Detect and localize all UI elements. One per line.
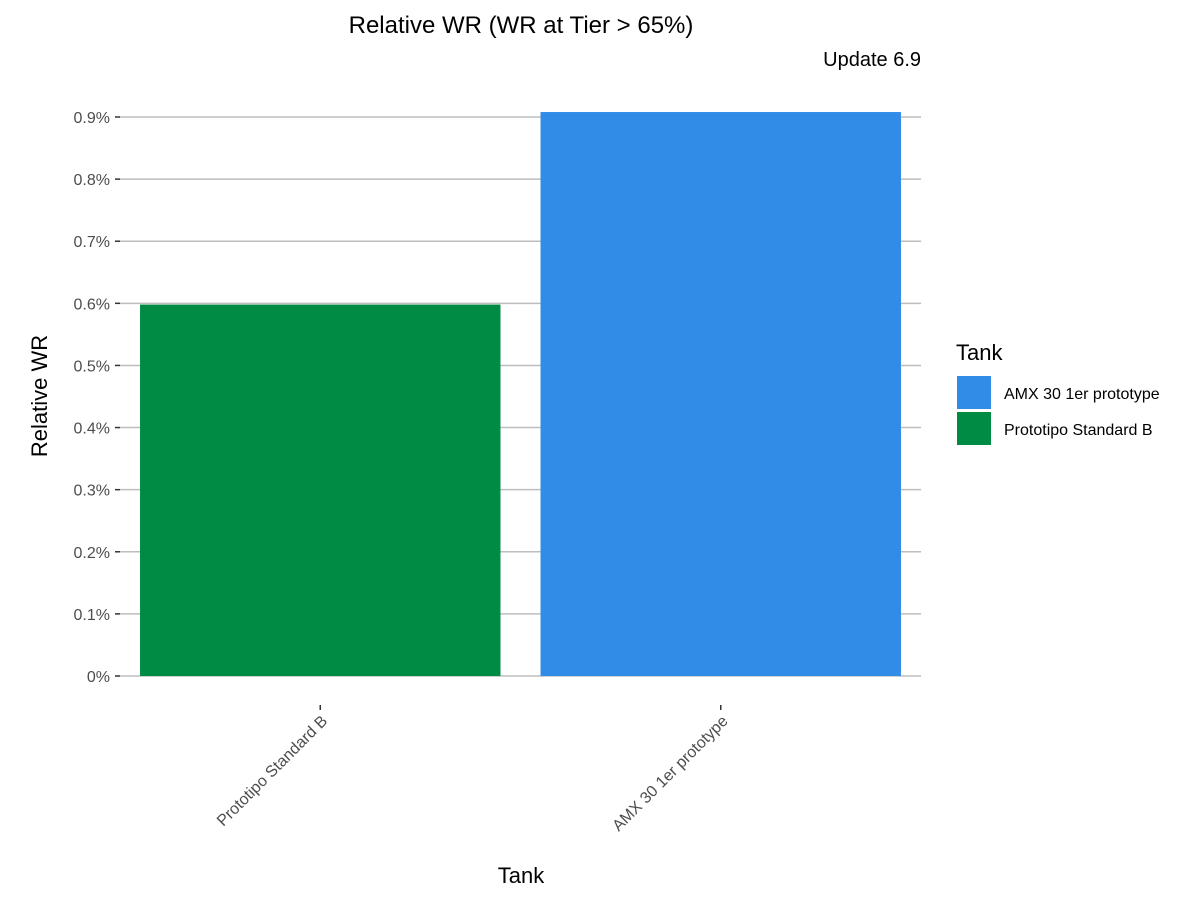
y-tick-label: 0.4% <box>74 421 110 438</box>
y-tick-label: 0.7% <box>74 234 110 251</box>
legend-title: Tank <box>956 340 1003 365</box>
y-axis-ticks: 0% 0.1% 0.2% 0.3% 0.4% 0.5% 0.6% 0.7% 0.8% 0.9% <box>74 110 120 686</box>
y-tick-label: 0.8% <box>74 172 110 189</box>
x-tick-label: Prototipo Standard B <box>214 713 331 830</box>
x-axis-title: Tank <box>498 863 545 888</box>
y-tick-label: 0.9% <box>74 110 110 127</box>
legend-swatch <box>957 412 991 445</box>
legend: Tank AMX 30 1er prototype Prototipo Stand… <box>956 340 1160 445</box>
legend-swatch <box>957 376 991 409</box>
y-tick-label: 0% <box>87 669 110 686</box>
legend-label: Prototipo Standard B <box>1004 422 1153 439</box>
y-axis-title: Relative WR <box>27 335 52 457</box>
x-tick-label: AMX 30 1er prototype <box>610 713 732 835</box>
y-tick-label: 0.3% <box>74 483 110 500</box>
bars <box>140 112 901 676</box>
chart-title: Relative WR (WR at Tier > 65%) <box>349 12 694 39</box>
y-tick-label: 0.2% <box>74 545 110 562</box>
bar-amx-30-1er-prototype <box>540 112 901 676</box>
x-axis-ticks: Prototipo Standard B AMX 30 1er prototype <box>214 705 732 835</box>
y-tick-label: 0.6% <box>74 296 110 313</box>
chart-subtitle: Update 6.9 <box>823 49 921 71</box>
bar-prototipo-standard-b <box>140 304 501 676</box>
y-tick-label: 0.1% <box>74 607 110 624</box>
legend-items: AMX 30 1er prototype Prototipo Standard B <box>957 376 1160 445</box>
y-tick-label: 0.5% <box>74 358 110 375</box>
legend-label: AMX 30 1er prototype <box>1004 386 1160 403</box>
